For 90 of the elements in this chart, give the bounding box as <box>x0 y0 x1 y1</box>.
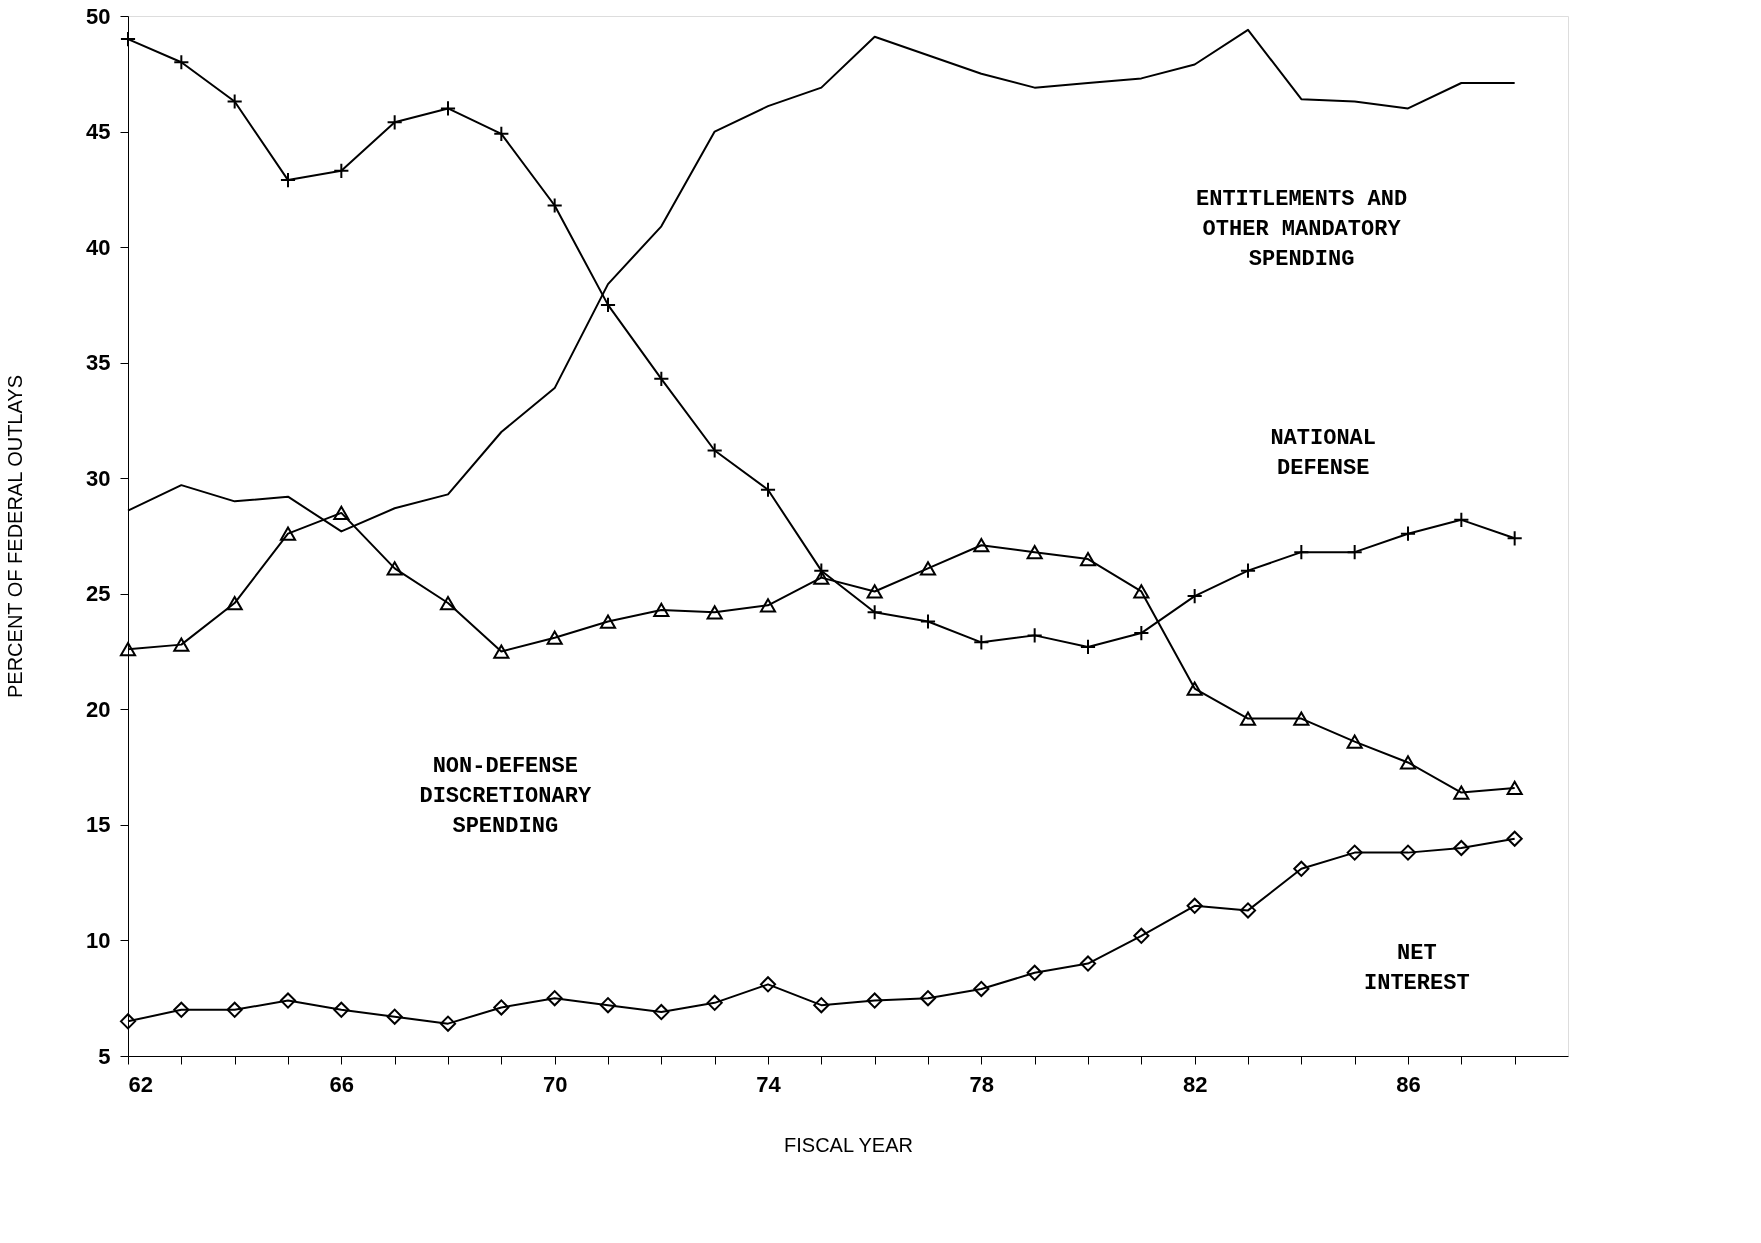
x-axis-title: FISCAL YEAR <box>784 1133 913 1156</box>
point <box>386 1008 403 1025</box>
point <box>386 114 403 131</box>
point <box>1133 927 1150 944</box>
point <box>1506 830 1523 847</box>
x-tick-label: 82 <box>1182 1071 1208 1097</box>
point <box>919 561 937 576</box>
point <box>493 125 510 142</box>
point <box>173 1001 190 1018</box>
y-tick-label: 25 <box>86 581 111 607</box>
annotation: NET INTEREST <box>1363 941 1470 996</box>
point <box>226 595 243 611</box>
point <box>1293 711 1310 726</box>
y-tick-label: 5 <box>98 1043 111 1069</box>
point <box>813 570 830 585</box>
x-tick-label: 70 <box>542 1071 568 1097</box>
point <box>1186 897 1203 914</box>
point <box>866 992 883 1009</box>
point <box>866 584 883 599</box>
point <box>279 992 297 1009</box>
point <box>1026 964 1043 981</box>
point <box>279 526 297 541</box>
y-tick-label: 15 <box>86 812 111 838</box>
y-tick-label: 45 <box>86 119 111 145</box>
point <box>1453 785 1470 800</box>
point <box>653 1004 670 1021</box>
point <box>973 538 990 553</box>
point <box>919 990 937 1007</box>
point <box>439 595 457 611</box>
point <box>173 54 190 71</box>
point <box>1346 544 1363 561</box>
point <box>1079 955 1097 972</box>
point <box>866 604 883 621</box>
point <box>973 980 990 998</box>
point <box>333 1001 350 1018</box>
point <box>1133 584 1150 599</box>
y-tick-label: 20 <box>86 696 111 722</box>
y-tick-label: 10 <box>86 927 111 953</box>
point <box>546 990 563 1007</box>
point <box>1346 734 1363 749</box>
point <box>653 602 670 618</box>
point <box>1239 711 1257 726</box>
point <box>1186 681 1203 696</box>
point <box>493 999 510 1016</box>
point <box>119 642 137 657</box>
y-axis-title: PERCENT OF FEDERAL OUTLAYS <box>4 374 27 699</box>
point <box>226 1001 243 1018</box>
x-tick-label: 78 <box>969 1071 995 1097</box>
point <box>1293 860 1310 877</box>
x-tick-label: 74 <box>756 1071 782 1097</box>
x-tick-label: 66 <box>329 1071 355 1097</box>
point <box>653 370 670 387</box>
point <box>119 1013 137 1030</box>
point <box>599 997 617 1014</box>
point <box>706 442 723 459</box>
point <box>706 994 723 1011</box>
annotation: NON-DEFENSE DISCRETIONARY SPENDING <box>419 753 592 839</box>
y-tick-label: 35 <box>86 350 111 376</box>
point <box>1346 844 1363 861</box>
point <box>333 505 350 521</box>
annotation: ENTITLEMENTS AND OTHER MANDATORY SPENDING <box>1195 187 1408 272</box>
point <box>759 976 777 993</box>
x-tick-label: 62 <box>128 1071 153 1097</box>
y-tick-label: 40 <box>86 234 111 260</box>
y-tick-label: 50 <box>86 3 111 29</box>
point <box>439 1015 457 1032</box>
point <box>1506 530 1523 547</box>
point <box>1399 755 1417 770</box>
point <box>1453 511 1470 528</box>
point <box>1026 545 1043 560</box>
point <box>813 997 830 1014</box>
point <box>493 644 510 659</box>
point <box>706 605 723 620</box>
annotation: NATIONAL DEFENSE <box>1270 426 1377 482</box>
point <box>386 561 403 576</box>
point <box>759 598 777 613</box>
point <box>1239 902 1257 919</box>
point <box>599 614 617 629</box>
y-tick-label: 30 <box>86 465 111 491</box>
x-tick-label: 86 <box>1396 1071 1421 1097</box>
point <box>1453 839 1470 857</box>
point <box>973 634 990 651</box>
point <box>333 162 350 179</box>
point <box>1506 780 1523 796</box>
point <box>226 93 243 110</box>
point <box>1399 844 1417 861</box>
point <box>173 637 190 652</box>
point <box>1079 551 1097 567</box>
point <box>546 630 563 645</box>
point <box>546 197 563 214</box>
